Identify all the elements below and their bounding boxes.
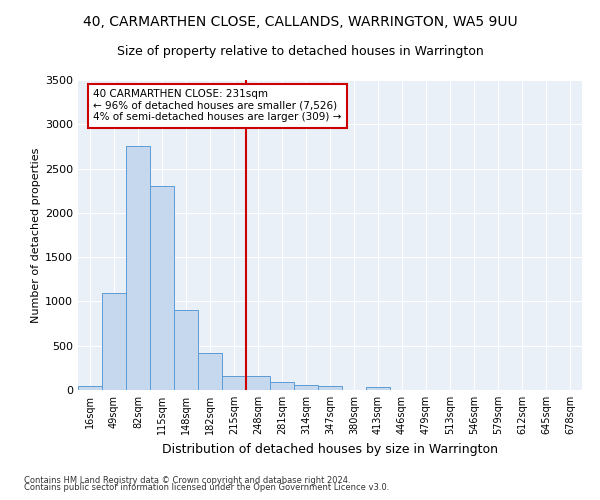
Bar [270,382,294,390]
Bar [150,186,174,390]
Bar [78,386,102,390]
Bar [222,376,246,390]
Bar [126,146,150,390]
Bar [318,386,342,390]
Bar [366,388,390,390]
Text: Contains HM Land Registry data © Crown copyright and database right 2024.: Contains HM Land Registry data © Crown c… [24,476,350,485]
Text: Size of property relative to detached houses in Warrington: Size of property relative to detached ho… [116,45,484,58]
X-axis label: Distribution of detached houses by size in Warrington: Distribution of detached houses by size … [162,442,498,456]
Bar [246,376,270,390]
Bar [174,310,198,390]
Bar [102,294,126,390]
Bar [294,385,318,390]
Bar [198,353,222,390]
Text: 40, CARMARTHEN CLOSE, CALLANDS, WARRINGTON, WA5 9UU: 40, CARMARTHEN CLOSE, CALLANDS, WARRINGT… [83,15,517,29]
Text: 40 CARMARTHEN CLOSE: 231sqm
← 96% of detached houses are smaller (7,526)
4% of s: 40 CARMARTHEN CLOSE: 231sqm ← 96% of det… [93,90,341,122]
Y-axis label: Number of detached properties: Number of detached properties [31,148,41,322]
Text: Contains public sector information licensed under the Open Government Licence v3: Contains public sector information licen… [24,484,389,492]
